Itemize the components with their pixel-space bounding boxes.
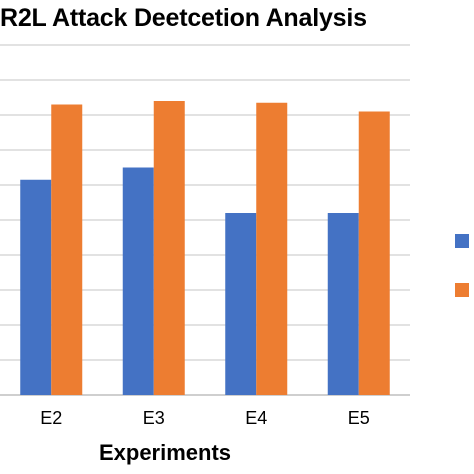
bars — [20, 101, 390, 395]
x-tick-label: E3 — [143, 408, 165, 428]
bar-E5-series-1 — [327, 213, 359, 395]
x-tick-labels: E2 E3 E4 E5 — [40, 408, 370, 428]
x-axis-title: Experiments — [98, 440, 232, 465]
bar-E4-series-2 — [256, 102, 288, 395]
chart-title: R2L Attack Deetcetion Analysis — [0, 4, 367, 32]
legend-swatch-series-1 — [455, 234, 469, 248]
x-tick-label: E2 — [40, 408, 62, 428]
bar-E5-series-2 — [358, 111, 390, 395]
x-tick-label: E5 — [348, 408, 370, 428]
bar-E2-series-1 — [20, 179, 52, 395]
x-tick-label: E4 — [245, 408, 267, 428]
bar-E4-series-1 — [225, 213, 257, 395]
bar-E3-series-2 — [153, 101, 185, 395]
bar-E3-series-1 — [122, 167, 154, 395]
legend-swatch-series-2 — [455, 283, 469, 297]
bar-E2-series-2 — [51, 104, 83, 395]
